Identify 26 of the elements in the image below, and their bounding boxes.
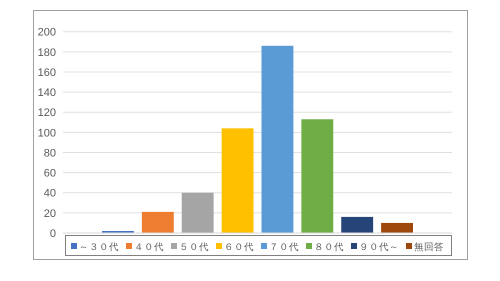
- legend-label: ７０代: [269, 242, 299, 253]
- bar: [182, 192, 214, 233]
- y-tick-label: 140: [38, 87, 56, 100]
- legend-label: ６０代: [224, 242, 254, 253]
- y-tick-label: 120: [38, 107, 56, 120]
- y-tick-label: 60: [44, 168, 56, 180]
- legend-label: ５０代: [179, 242, 209, 253]
- bar: [381, 222, 414, 233]
- y-tick-label: 20: [44, 208, 56, 220]
- legend-label: ４０代: [134, 242, 164, 253]
- y-tick-label: 0: [50, 228, 56, 240]
- legend-label: ８０代: [314, 242, 344, 253]
- y-tick-label: 160: [38, 66, 56, 79]
- bar: [301, 119, 334, 233]
- bar: [341, 216, 374, 233]
- y-tick-label: 80: [44, 147, 56, 160]
- legend-label: ～３０代: [79, 242, 119, 253]
- legend-label: ９０代～: [359, 242, 399, 253]
- bar: [261, 46, 294, 233]
- legend-label: 無回答: [414, 241, 444, 253]
- y-tick-label: 200: [38, 26, 56, 39]
- y-tick-label: 100: [38, 127, 56, 140]
- y-tick-label: 40: [44, 188, 56, 200]
- bar: [222, 128, 254, 233]
- y-tick-label: 180: [38, 46, 56, 59]
- bar: [142, 212, 174, 233]
